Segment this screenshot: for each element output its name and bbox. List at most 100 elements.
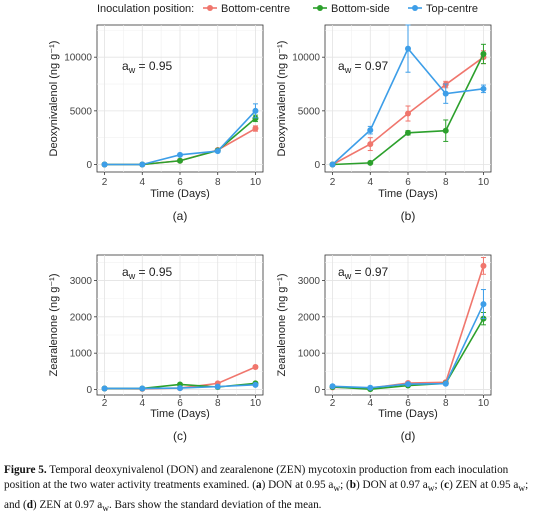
data-point — [405, 110, 411, 117]
caption-subscript: w — [427, 484, 435, 495]
chart-panel-b: 2 4 6 8 10 0 5000 10000 Time (Days) Deoxynivaleno… — [276, 24, 492, 223]
x-tick-label: 4 — [139, 177, 145, 188]
data-point — [329, 161, 336, 168]
caption-text-8: ) ZEN at 0.97 a — [32, 498, 103, 511]
annotation-water-activity: aw = 0.95 — [122, 265, 173, 281]
figure: Inoculation position: Bottom-centre Bottom… — [48, 3, 492, 443]
data-point — [367, 159, 374, 166]
y-tick-label: 10000 — [292, 53, 320, 64]
x-tick-label: 10 — [478, 177, 490, 188]
y-tick-label: 2000 — [298, 312, 321, 323]
annotation-water-activity: aw = 0.97 — [338, 59, 389, 75]
data-point — [177, 151, 183, 158]
x-tick-label: 8 — [443, 177, 449, 188]
y-tick-label: 5000 — [70, 106, 93, 117]
series-top-centre — [329, 24, 487, 168]
data-point — [367, 127, 374, 134]
series-top-centre — [101, 103, 259, 168]
data-point — [101, 161, 108, 168]
panel-label: (d) — [401, 429, 416, 443]
caption-letter-c: c — [444, 479, 450, 492]
x-axis-label: Time (Days) — [150, 408, 209, 420]
legend-entry: Bottom-centre — [221, 3, 290, 15]
y-tick-label: 1000 — [70, 349, 93, 360]
x-tick-label: 8 — [215, 177, 221, 188]
caption-subscript: w — [102, 503, 109, 514]
chart-panel-a: 2 4 6 8 10 0 5000 10000 Time (Days) Deoxynivaleno… — [48, 24, 264, 223]
legend-title: Inoculation position: — [97, 3, 194, 15]
caption-letter-d: d — [26, 498, 33, 511]
y-tick-label: 2000 — [70, 312, 93, 323]
caption-letter-b: b — [349, 479, 356, 492]
figure-caption: Figure 5. Temporal deoxynivalenol (DON) … — [4, 463, 539, 517]
data-point — [442, 90, 449, 97]
x-axis-label: Time (Days) — [378, 408, 437, 420]
data-point — [101, 385, 108, 392]
x-tick-label: 6 — [405, 398, 411, 409]
series-top-centre — [329, 289, 487, 391]
x-tick-label: 4 — [367, 177, 373, 188]
chart-panel-c: 2 4 6 8 10 0 1000 2000 3000 Time (Days) Zearalenon… — [48, 254, 264, 443]
data-point — [139, 161, 146, 168]
caption-text-6: ) ZEN at 0.95 a — [449, 479, 519, 492]
data-point — [367, 384, 374, 391]
y-tick-label: 1000 — [298, 349, 321, 360]
data-point — [480, 301, 487, 308]
x-tick-label: 2 — [102, 177, 108, 188]
data-point — [329, 383, 336, 390]
x-tick-label: 6 — [177, 398, 183, 409]
data-point — [214, 383, 221, 390]
caption-lead: Figure 5. — [4, 464, 47, 476]
y-tick-label: 3000 — [298, 276, 321, 287]
series-top-centre — [101, 381, 259, 392]
data-point — [252, 107, 259, 114]
data-point — [139, 385, 146, 392]
caption-text-7: ; and ( — [4, 479, 529, 511]
chart-panel-d: 2 4 6 8 10 0 1000 2000 3000 Time (Days) Zearalenon… — [276, 254, 492, 443]
y-axis-label: Zearalenone (ng g⁻¹) — [48, 273, 60, 376]
caption-text-9: . Bars show the standard deviation of th… — [108, 498, 322, 511]
panel-label: (a) — [173, 209, 188, 223]
y-tick-label: 0 — [314, 160, 320, 171]
data-point — [252, 364, 259, 370]
x-tick-label: 2 — [102, 398, 108, 409]
caption-subscript: w — [333, 484, 341, 495]
x-tick-label: 6 — [177, 177, 183, 188]
data-point — [405, 381, 411, 388]
caption-text-3: ; ( — [340, 479, 350, 492]
legend-entry: Bottom-side — [331, 3, 390, 15]
data-point — [405, 129, 411, 136]
caption-text-5: ; ( — [434, 479, 445, 492]
x-tick-label: 10 — [250, 177, 262, 188]
data-point — [214, 148, 221, 155]
y-axis-label: Deoxynivalenol (ng g⁻¹) — [276, 41, 288, 157]
legend-entry: Top-centre — [426, 3, 478, 15]
legend-marker — [317, 5, 323, 11]
data-point — [442, 127, 449, 134]
legend-marker — [412, 5, 418, 11]
caption-text-4: ) DON at 0.97 a — [355, 479, 428, 492]
x-axis-label: Time (Days) — [150, 188, 209, 200]
data-point — [367, 141, 374, 148]
data-point — [252, 125, 259, 132]
data-point — [252, 115, 259, 122]
data-point — [252, 381, 259, 388]
x-tick-label: 2 — [330, 177, 336, 188]
data-point — [177, 385, 183, 392]
y-axis-label: Deoxynivalenol (ng g⁻¹) — [48, 41, 60, 157]
annotation-water-activity: aw = 0.97 — [338, 265, 389, 281]
y-tick-label: 5000 — [298, 106, 321, 117]
data-point — [480, 262, 487, 269]
y-tick-label: 10000 — [64, 53, 92, 64]
legend-marker — [207, 5, 213, 11]
legend: Inoculation position: Bottom-centre Bottom… — [97, 3, 478, 15]
data-point — [480, 50, 487, 57]
panel-label: (b) — [401, 209, 416, 223]
x-tick-label: 2 — [330, 398, 336, 409]
x-tick-label: 4 — [367, 398, 373, 409]
data-point — [480, 85, 487, 92]
x-tick-label: 10 — [478, 398, 490, 409]
x-axis-label: Time (Days) — [378, 188, 437, 200]
y-tick-label: 0 — [314, 385, 320, 396]
x-tick-label: 10 — [250, 398, 262, 409]
